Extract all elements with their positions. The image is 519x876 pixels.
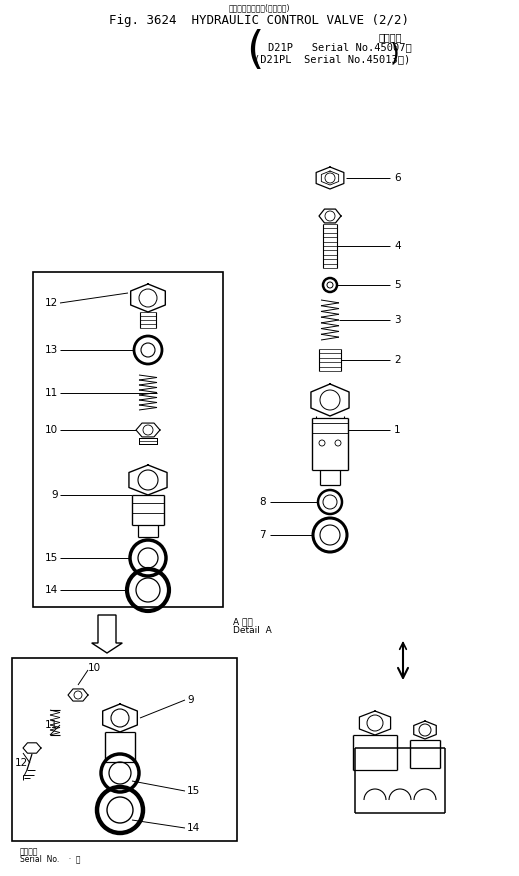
Text: 10: 10 [88,663,101,673]
Text: 14: 14 [187,823,200,833]
Polygon shape [92,615,122,653]
Text: 2: 2 [394,355,401,365]
Text: 9: 9 [187,695,194,705]
Text: 15: 15 [187,786,200,796]
Text: (: ( [247,29,264,72]
Text: 適用号機: 適用号機 [378,32,402,42]
Text: Fig. 3624  HYDRAULIC CONTROL VALVE (2/2): Fig. 3624 HYDRAULIC CONTROL VALVE (2/2) [109,14,409,27]
Text: ): ) [390,42,400,66]
Text: 14: 14 [45,585,58,595]
Text: 15: 15 [45,553,58,563]
Text: (D21PL  Serial No.45013～): (D21PL Serial No.45013～) [254,54,410,64]
Text: パイロットバルブ(ブレード): パイロットバルブ(ブレード) [228,3,290,12]
Bar [12,658,237,841]
Text: A 隧面: A 隧面 [233,617,253,626]
Text: 適用号機: 適用号機 [20,847,38,856]
Text: 1: 1 [394,425,401,435]
Text: 7: 7 [260,530,266,540]
Text: 11: 11 [45,720,58,730]
Text: 5: 5 [394,280,401,290]
Text: 6: 6 [394,173,401,183]
Text: 11: 11 [45,387,58,398]
Bar [33,272,223,607]
Text: 12: 12 [15,758,28,768]
Text: 9: 9 [51,490,58,500]
Text: D21P   Serial No.45007～: D21P Serial No.45007～ [268,42,412,52]
Text: 3: 3 [394,315,401,325]
Text: Serial  No.    ·  ～: Serial No. · ～ [20,854,80,863]
Text: 8: 8 [260,497,266,507]
Text: 13: 13 [45,345,58,355]
Text: Detail  A: Detail A [233,626,272,635]
Text: 12: 12 [45,298,58,308]
Text: 10: 10 [45,425,58,435]
Text: 4: 4 [394,241,401,251]
